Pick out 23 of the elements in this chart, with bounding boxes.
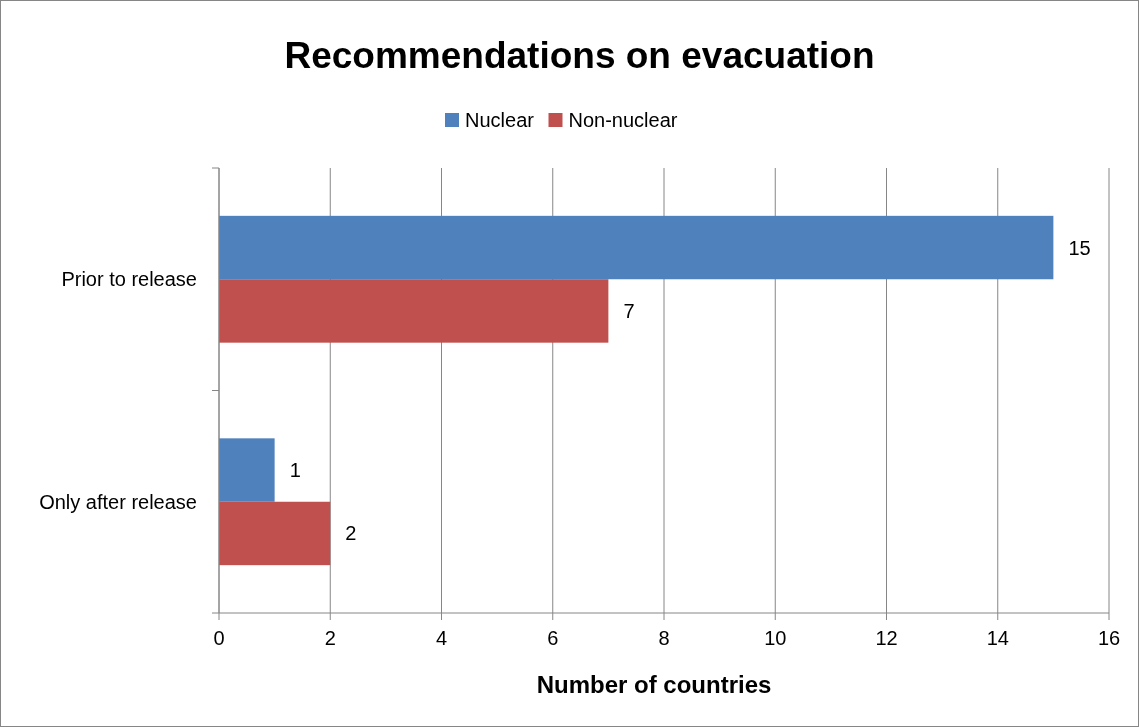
bar <box>219 501 331 566</box>
legend-label: Non-nuclear <box>568 109 678 131</box>
x-tick-label: 16 <box>1097 627 1121 649</box>
x-tick-label: 2 <box>324 627 336 649</box>
y-tick-label: Prior to release <box>61 268 197 291</box>
x-tick-label: 14 <box>986 627 1009 649</box>
x-tick-label: 12 <box>875 627 898 649</box>
bar <box>219 279 609 343</box>
x-tick-label: 0 <box>213 627 225 649</box>
data-label: 7 <box>623 299 635 322</box>
y-tick-label: Only after release <box>39 490 197 513</box>
x-axis-title: Number of countries <box>536 671 772 698</box>
x-tick-label: 4 <box>435 627 448 649</box>
data-label: 15 <box>1068 236 1091 259</box>
x-tick-label: 8 <box>658 627 670 649</box>
data-label: 2 <box>345 522 357 545</box>
x-tick-label: 6 <box>547 627 559 649</box>
bar <box>219 215 1054 280</box>
bar <box>219 438 275 502</box>
x-tick-label: 10 <box>764 627 787 649</box>
legend-label: Nuclear <box>465 109 535 131</box>
chart-title: Recommendations on evacuation <box>284 35 875 76</box>
data-label: 1 <box>289 459 301 482</box>
